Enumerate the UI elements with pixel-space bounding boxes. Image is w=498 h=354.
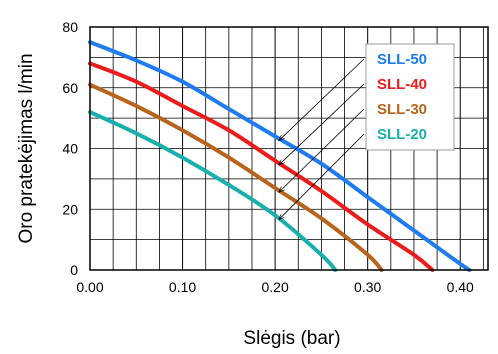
tick-labels: 0.00 0.10 0.20 0.30 0.40 0 20 40 60 80 bbox=[62, 19, 474, 295]
legend-arrows bbox=[279, 58, 365, 219]
series-lines bbox=[88, 40, 472, 272]
y-axis-label: Oro pratekėjimas l/min bbox=[16, 53, 37, 243]
x-tick-label: 0.40 bbox=[447, 279, 474, 295]
legend-arrow-sll-40 bbox=[279, 83, 365, 165]
x-tick-label: 0.10 bbox=[169, 279, 196, 295]
x-tick-label: 0.30 bbox=[354, 279, 381, 295]
plot-frame bbox=[89, 26, 489, 271]
legend-arrow-sll-30 bbox=[279, 108, 365, 192]
series-line-sll-50 bbox=[88, 40, 472, 272]
series-line-sll-20 bbox=[88, 110, 338, 272]
series-line-sll-30 bbox=[88, 82, 384, 272]
y-tick-label: 60 bbox=[62, 80, 78, 96]
series-line-sll-40 bbox=[88, 61, 435, 272]
legend-label-sll-50: SLL-50 bbox=[377, 51, 427, 68]
x-axis-label: Slėgis (bar) bbox=[243, 328, 340, 349]
y-tick-label: 40 bbox=[62, 141, 78, 157]
legend-box bbox=[365, 43, 455, 151]
legend-label-sll-30: SLL-30 bbox=[377, 101, 427, 118]
legend-label-sll-20: SLL-20 bbox=[377, 126, 427, 143]
legend-label-sll-40: SLL-40 bbox=[377, 76, 427, 93]
legend: SLL-50 SLL-40 SLL-30 SLL-20 bbox=[365, 43, 455, 151]
legend-arrow-sll-20 bbox=[279, 133, 365, 219]
legend-arrow-sll-50 bbox=[279, 58, 365, 140]
x-tick-label: 0.20 bbox=[261, 279, 288, 295]
x-tick-label: 0.00 bbox=[76, 279, 103, 295]
y-tick-label: 20 bbox=[62, 201, 78, 217]
y-tick-label: 0 bbox=[70, 262, 78, 278]
y-tick-label: 80 bbox=[62, 19, 78, 35]
